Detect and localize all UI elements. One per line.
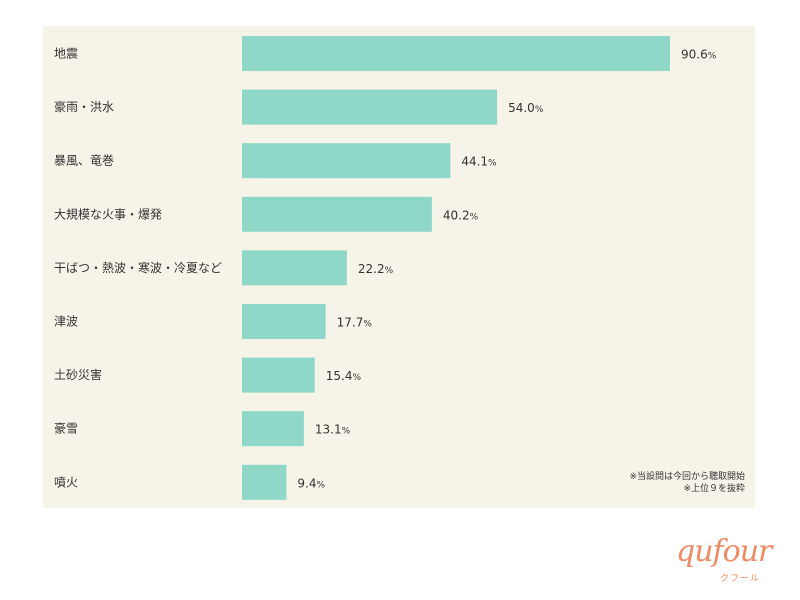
value-unit: % xyxy=(535,105,544,115)
value-label: 13.1% xyxy=(315,423,351,437)
value-label: 90.6% xyxy=(681,48,717,62)
bar xyxy=(242,36,670,71)
qufour-logo: qufour クフール xyxy=(676,534,776,590)
value-label: 44.1% xyxy=(461,155,497,169)
value-label: 22.2% xyxy=(358,262,394,276)
value-label: 40.2% xyxy=(443,208,479,222)
value-label: 17.7% xyxy=(337,316,373,330)
bar xyxy=(242,411,304,447)
category-label: 豪雨・洪水 xyxy=(54,99,114,114)
note-line-1: ※当設問は今回から聴取開始 xyxy=(629,472,745,482)
value-unit: % xyxy=(385,266,394,276)
value-unit: % xyxy=(352,373,361,383)
bar xyxy=(242,464,287,500)
category-label: 津波 xyxy=(54,315,78,329)
category-label: 噴火 xyxy=(54,475,78,489)
value-label: 9.4% xyxy=(297,476,325,490)
category-label: 地震 xyxy=(54,47,78,61)
value-label: 15.4% xyxy=(326,369,362,383)
category-label: 豪雪 xyxy=(54,421,78,436)
category-label: 大規模な火事・爆発 xyxy=(54,206,162,221)
chart-panel: 地震 90.6% 豪雨・洪水 54.0% 暴風、竜巻 44.1% 大規模な火事・爆発 40.2… xyxy=(43,26,755,508)
category-label: 暴風、竜巻 xyxy=(54,154,114,168)
value-unit: % xyxy=(470,212,479,222)
category-label: 干ばつ・熱波・寒波・冷夏など xyxy=(54,260,222,275)
bar xyxy=(242,143,451,179)
bar xyxy=(242,250,347,286)
logo-text: qufour xyxy=(676,534,772,569)
bar-chart: 地震 90.6% 豪雨・洪水 54.0% 暴風、竜巻 44.1% 大規模な火事・爆発 40.2… xyxy=(54,36,717,500)
bar xyxy=(242,196,432,232)
value-unit: % xyxy=(708,52,717,62)
value-unit: % xyxy=(488,159,497,169)
logo-subtext: クフール xyxy=(720,574,761,584)
value-label: 54.0% xyxy=(508,101,544,115)
value-unit: % xyxy=(342,427,351,437)
bar xyxy=(242,89,498,125)
note-line-2: ※上位９を抜粋 xyxy=(683,484,745,494)
category-label: 土砂災害 xyxy=(54,367,102,382)
chart-note: ※当設問は今回から聴取開始 ※上位９を抜粋 xyxy=(629,471,745,495)
value-unit: % xyxy=(316,480,325,490)
bar xyxy=(242,304,326,339)
bar xyxy=(242,357,315,393)
value-unit: % xyxy=(363,320,372,330)
